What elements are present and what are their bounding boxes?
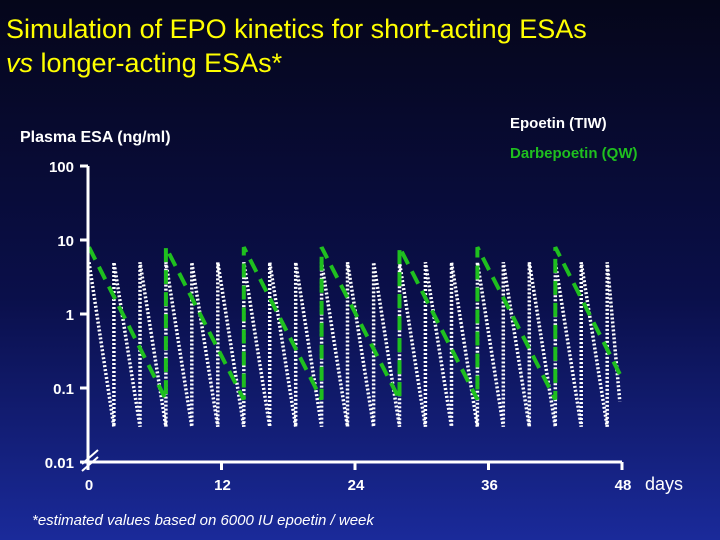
axis-break-mark: [81, 456, 99, 472]
x-tick-label: 0: [85, 477, 93, 494]
title-line-2-rest: longer-acting ESAs*: [33, 48, 283, 78]
x-tick-label: 24: [348, 477, 365, 494]
y-tick-label: 1: [66, 307, 74, 324]
x-tick-label: 12: [214, 477, 231, 494]
y-axis-label: Plasma ESA (ng/ml): [20, 129, 171, 146]
y-tick-label: 0.1: [53, 381, 74, 398]
y-tick-label: 100: [49, 159, 74, 176]
title-vs: vs: [6, 48, 33, 78]
legend-entry-darbepoetin: Darbepoetin (QW): [510, 145, 638, 162]
chart-title: Simulation of EPO kinetics for short-act…: [6, 12, 714, 80]
title-line-2: vs longer-acting ESAs*: [6, 46, 714, 80]
x-tick-label: 36: [481, 477, 498, 494]
y-tick-label: 0.01: [45, 455, 74, 472]
axis-layer: 100 10 1 0.1 0.01 0 12 24 36 48 Plasma ESA (ng/ml)…: [20, 129, 683, 494]
title-line-1: Simulation of EPO kinetics for short-act…: [6, 14, 587, 44]
x-tick-label: 48: [615, 477, 632, 494]
legend: Epoetin (TIW) Darbepoetin (QW): [510, 115, 638, 162]
series-line-epoetin: [87, 262, 622, 427]
axis-break-mark: [81, 449, 99, 465]
footnote: *estimated values based on 6000 IU epoet…: [32, 512, 374, 529]
legend-entry-epoetin: Epoetin (TIW): [510, 115, 607, 132]
series-layer: [87, 246, 622, 427]
x-axis-label: days: [645, 474, 683, 494]
y-tick-label: 10: [57, 233, 74, 250]
